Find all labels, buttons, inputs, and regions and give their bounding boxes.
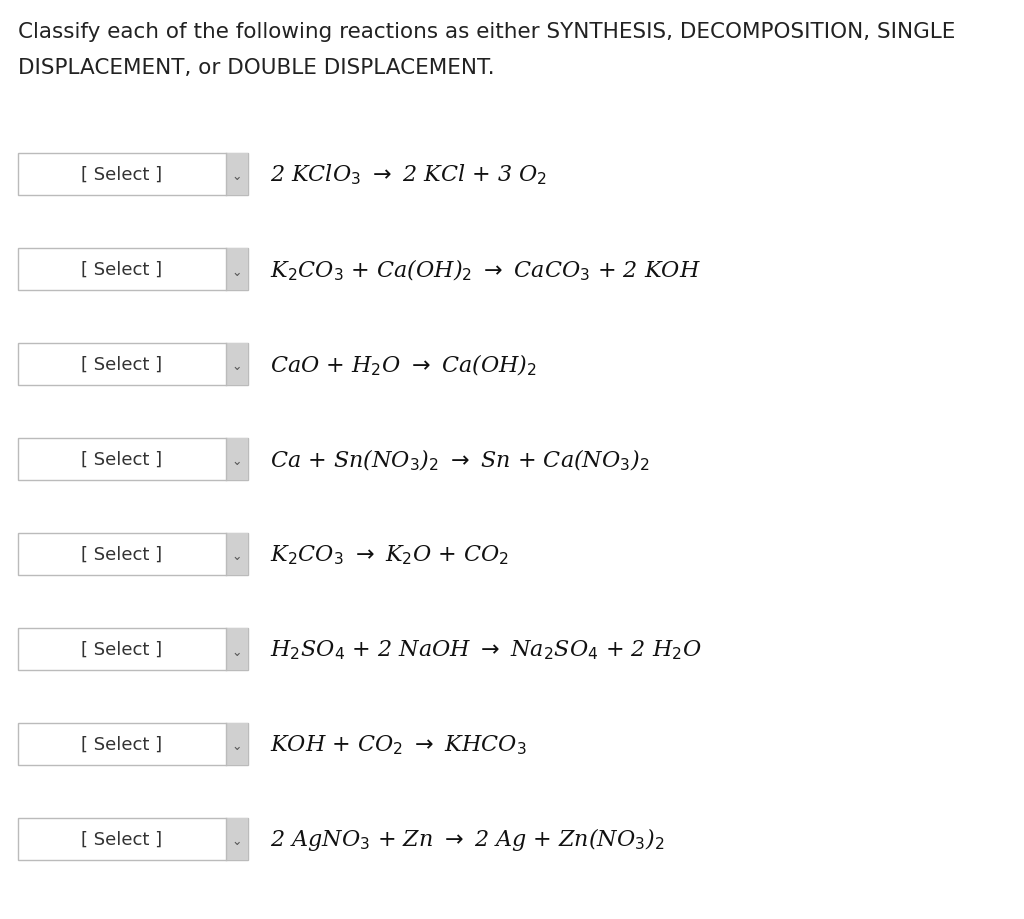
Bar — [226, 533, 248, 575]
Text: CaO + H$_2$O $\rightarrow$ Ca(OH)$_2$: CaO + H$_2$O $\rightarrow$ Ca(OH)$_2$ — [270, 352, 537, 377]
Text: ⌄: ⌄ — [231, 266, 243, 278]
Bar — [18, 438, 248, 481]
Text: K$_2$CO$_3$ $\rightarrow$ K$_2$O + CO$_2$: K$_2$CO$_3$ $\rightarrow$ K$_2$O + CO$_2… — [270, 542, 509, 566]
Text: KOH + CO$_2$ $\rightarrow$ KHCO$_3$: KOH + CO$_2$ $\rightarrow$ KHCO$_3$ — [270, 732, 526, 756]
Bar — [18, 153, 248, 196]
Text: ⌄: ⌄ — [231, 360, 243, 373]
Bar — [226, 344, 248, 386]
Text: ⌄: ⌄ — [231, 740, 243, 753]
Text: [ Select ]: [ Select ] — [82, 545, 163, 563]
Text: DISPLACEMENT, or DOUBLE DISPLACEMENT.: DISPLACEMENT, or DOUBLE DISPLACEMENT. — [18, 58, 495, 78]
Text: [ Select ]: [ Select ] — [82, 261, 163, 278]
Text: 2 KClO$_3$ $\rightarrow$ 2 KCl + 3 O$_2$: 2 KClO$_3$ $\rightarrow$ 2 KCl + 3 O$_2$ — [270, 163, 547, 187]
Text: Ca + Sn(NO$_3$)$_2$ $\rightarrow$ Sn + Ca(NO$_3$)$_2$: Ca + Sn(NO$_3$)$_2$ $\rightarrow$ Sn + C… — [270, 447, 649, 472]
Bar — [18, 723, 248, 766]
Text: [ Select ]: [ Select ] — [82, 830, 163, 848]
Bar — [226, 723, 248, 766]
Bar — [226, 249, 248, 290]
Text: Classify each of the following reactions as either SYNTHESIS, DECOMPOSITION, SIN: Classify each of the following reactions… — [18, 22, 955, 42]
Text: 2 AgNO$_3$ + Zn $\rightarrow$ 2 Ag + Zn(NO$_3$)$_2$: 2 AgNO$_3$ + Zn $\rightarrow$ 2 Ag + Zn(… — [270, 825, 665, 853]
Text: [ Select ]: [ Select ] — [82, 356, 163, 374]
Text: ⌄: ⌄ — [231, 455, 243, 468]
Bar — [18, 629, 248, 670]
Text: ⌄: ⌄ — [231, 645, 243, 658]
Text: [ Select ]: [ Select ] — [82, 735, 163, 754]
Bar — [18, 344, 248, 386]
Bar — [18, 249, 248, 290]
Bar — [226, 153, 248, 196]
Text: ⌄: ⌄ — [231, 170, 243, 183]
Bar — [18, 533, 248, 575]
Text: ⌄: ⌄ — [231, 834, 243, 847]
Text: H$_2$SO$_4$ + 2 NaOH $\rightarrow$ Na$_2$SO$_4$ + 2 H$_2$O: H$_2$SO$_4$ + 2 NaOH $\rightarrow$ Na$_2… — [270, 638, 702, 661]
Bar — [226, 629, 248, 670]
Text: [ Select ]: [ Select ] — [82, 641, 163, 658]
Text: ⌄: ⌄ — [231, 550, 243, 562]
Text: K$_2$CO$_3$ + Ca(OH)$_2$ $\rightarrow$ CaCO$_3$ + 2 KOH: K$_2$CO$_3$ + Ca(OH)$_2$ $\rightarrow$ C… — [270, 257, 700, 282]
Bar — [226, 438, 248, 481]
Bar — [18, 818, 248, 860]
Bar — [226, 818, 248, 860]
Text: [ Select ]: [ Select ] — [82, 165, 163, 184]
Text: [ Select ]: [ Select ] — [82, 450, 163, 469]
